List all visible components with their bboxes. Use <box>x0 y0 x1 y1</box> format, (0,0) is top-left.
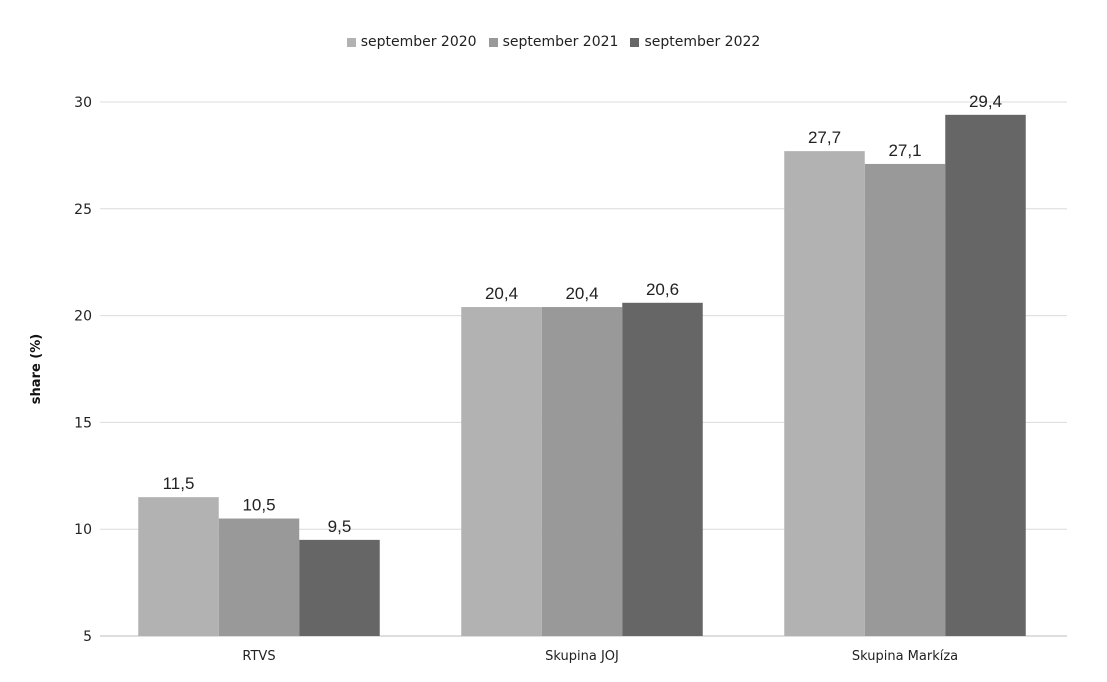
legend-swatch-2021 <box>488 37 498 47</box>
y-tick-label-30: 30 <box>74 95 92 111</box>
bar-0-1 <box>218 518 300 636</box>
legend-item-2022: september 2022 <box>630 34 760 50</box>
y-tick-label-25: 25 <box>74 202 92 218</box>
bars <box>138 114 1026 637</box>
legend-label-2021: september 2021 <box>502 34 619 50</box>
data-label-1-1: 20,4 <box>565 284 598 303</box>
data-label-1-2: 20,6 <box>646 280 679 299</box>
y-tick-label-5: 5 <box>83 629 92 645</box>
y-axis-label: share (%) <box>29 334 44 404</box>
data-labels: 11,5 10,5 9,5 20,4 20,4 20,6 27,7 27,1 29,4 <box>163 92 1002 536</box>
bar-2-2 <box>945 114 1026 637</box>
y-tick-label-20: 20 <box>74 309 92 325</box>
bar-2-0 <box>784 151 865 637</box>
y-axis-ticks: 5 10 15 20 25 30 <box>74 95 92 645</box>
bar-2-1 <box>864 163 946 636</box>
data-label-0-0: 11,5 <box>163 474 195 493</box>
x-category-label-0: RTVS <box>242 649 275 664</box>
legend-item-2021: september 2021 <box>488 34 619 50</box>
legend-swatch-2022 <box>630 37 640 47</box>
data-label-0-2: 9,5 <box>328 517 352 536</box>
x-axis-categories: RTVS Skupina JOJ Skupina Markíza <box>242 649 958 664</box>
bar-1-2 <box>622 302 703 636</box>
bar-0-0 <box>138 497 219 636</box>
data-label-0-1: 10,5 <box>242 496 275 515</box>
data-label-2-0: 27,7 <box>808 128 841 147</box>
bar-0-2 <box>299 539 380 636</box>
legend-item-2020: september 2020 <box>346 34 477 50</box>
data-label-2-2: 29,4 <box>969 92 1002 111</box>
x-category-label-2: Skupina Markíza <box>852 649 958 664</box>
data-label-1-0: 20,4 <box>485 284 518 303</box>
legend-swatch-2020 <box>346 37 356 47</box>
bar-1-0 <box>461 307 542 636</box>
y-tick-label-10: 10 <box>74 522 92 538</box>
data-label-2-1: 27,1 <box>888 141 921 160</box>
x-category-label-1: Skupina JOJ <box>545 649 619 664</box>
bar-1-1 <box>541 307 623 636</box>
legend: september 2020 september 2021 september … <box>0 34 1107 50</box>
y-tick-label-15: 15 <box>74 415 92 431</box>
legend-label-2020: september 2020 <box>360 34 477 50</box>
legend-label-2022: september 2022 <box>644 34 761 50</box>
